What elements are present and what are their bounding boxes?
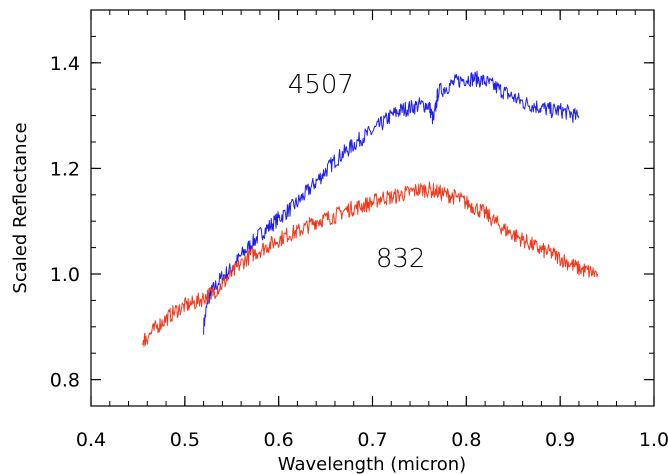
x-tick-label: 0.5 [170,429,200,451]
y-tick-label: 1.4 [50,53,80,75]
x-tick-label: 0.7 [357,429,387,451]
x-axis-label: Wavelength (micron) [278,454,466,474]
series-annotation-1: 832 [376,244,426,274]
series-line-0 [203,70,580,335]
series-annotation-0: 4507 [288,70,354,100]
labels-layer: 0.4 0.5 0.6 0.7 0.8 0.9 1.0 0.8 1.0 1.2 1.4 4507 832 [50,53,668,451]
x-tick-label: 0.9 [545,429,575,451]
y-axis-label: Scaled Reflectance [10,122,31,293]
y-tick-label: 1.2 [50,158,80,180]
series-line-1 [142,181,599,347]
x-tick-label: 1.0 [639,429,668,451]
ticks-layer [90,9,655,407]
y-tick-label: 0.8 [50,370,80,392]
x-tick-label: 0.6 [264,429,294,451]
plot-frame [90,9,655,407]
x-tick-label: 0.4 [76,429,106,451]
x-tick-label: 0.8 [451,429,481,451]
series-layer [142,70,599,347]
y-tick-label: 1.0 [50,264,80,286]
